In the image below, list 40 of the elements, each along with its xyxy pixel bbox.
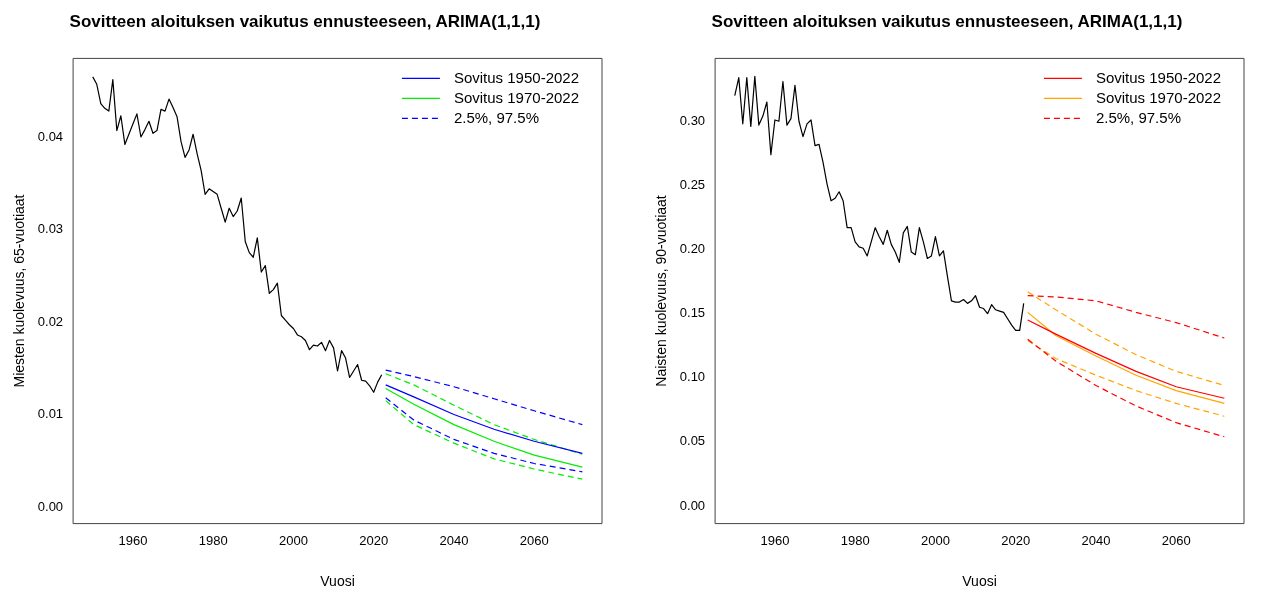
y-tick-label: 0.02 (37, 313, 64, 329)
line-series (1027, 338, 1225, 438)
y-tick-label: 0.20 (679, 241, 706, 257)
x-tick-label: 2060 (1161, 532, 1191, 548)
x-tick-label: 1960 (760, 532, 790, 548)
legend-label: 2.5%, 97.5% (453, 108, 539, 126)
y-tick-label: 0.04 (37, 128, 64, 144)
x-axis-title: Vuosi (320, 573, 355, 590)
y-tick-label: 0.00 (37, 498, 64, 514)
y-tick-label: 0.15 (679, 305, 706, 321)
legend-label: Sovitus 1970-2022 (453, 88, 579, 106)
x-tick-label: 1980 (198, 532, 228, 548)
y-axis-title: Miesten kuolevuus, 65-vuotiaat (11, 194, 28, 388)
y-tick-label: 0.10 (679, 369, 706, 385)
x-tick-label: 2040 (1081, 532, 1111, 548)
x-tick-label: 2000 (920, 532, 950, 548)
y-tick-label: 0.00 (679, 497, 706, 513)
chart-title: Sovitteen aloituksen vaikutus ennusteeseen, ARIMA(1,1,1) (711, 11, 1183, 31)
chart-title: Sovitteen aloituksen vaikutus ennusteeseen, ARIMA(1,1,1) (69, 11, 541, 31)
legend-label: Sovitus 1970-2022 (1095, 88, 1221, 106)
legend-label: 2.5%, 97.5% (1095, 108, 1181, 126)
x-tick-label: 2060 (519, 532, 549, 548)
y-axis-title: Naisten kuolevuus, 90-vuotiaat (653, 195, 670, 387)
y-tick-label: 0.05 (679, 433, 706, 449)
legend-label: Sovitus 1950-2022 (1095, 68, 1221, 86)
legend-label: Sovitus 1950-2022 (453, 68, 579, 86)
line-series (1027, 295, 1225, 339)
x-tick-label: 1960 (118, 532, 148, 548)
y-tick-label: 0.01 (37, 406, 64, 422)
x-tick-label: 2040 (439, 532, 469, 548)
x-tick-label: 1980 (840, 532, 870, 548)
line-series (1027, 339, 1225, 417)
line-series (385, 369, 583, 426)
y-tick-label: 0.25 (679, 176, 706, 192)
x-tick-label: 2020 (359, 532, 389, 548)
y-tick-label: 0.03 (37, 221, 64, 237)
x-tick-label: 2000 (278, 532, 308, 548)
x-axis-title: Vuosi (962, 573, 997, 590)
y-tick-label: 0.30 (679, 112, 706, 128)
x-tick-label: 2020 (1001, 532, 1031, 548)
